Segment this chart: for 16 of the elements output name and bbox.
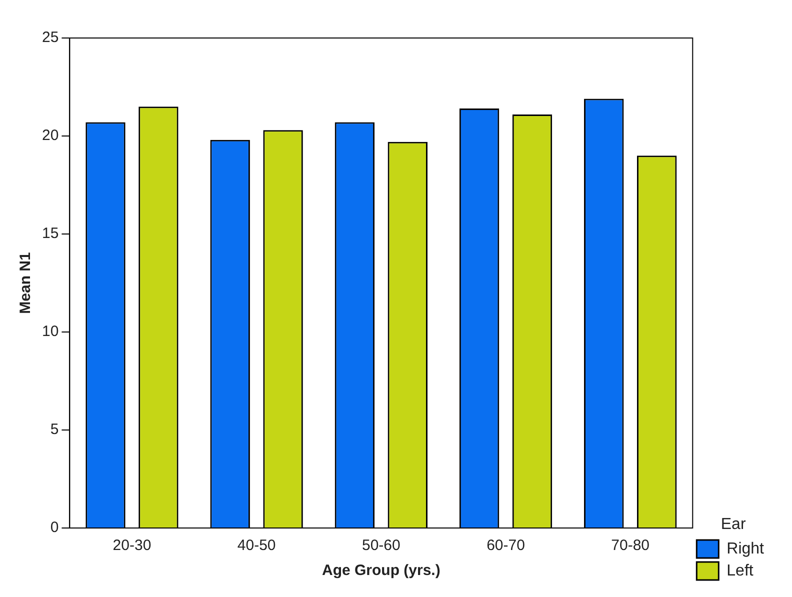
y-tick-label: 15 [42,225,59,242]
legend-title: Ear [720,516,746,534]
x-tick-label: 70-80 [611,537,650,554]
y-tick-label: 10 [42,323,59,340]
x-axis-title: Age Group (yrs.) [322,562,440,580]
y-tick-label: 5 [50,421,59,438]
x-tick-label: 40-50 [237,537,276,554]
legend-label: Left [726,562,754,580]
y-axis-title: Mean N1 [17,252,34,314]
legend-label: Right [726,540,765,558]
y-tick-label: 0 [50,519,59,536]
x-tick-label: 50-60 [362,537,400,554]
x-tick-label: 20-30 [112,537,152,554]
x-tick-label: 60-70 [486,537,525,554]
y-tick-label: 25 [42,29,59,46]
y-tick-label: 20 [42,127,59,144]
